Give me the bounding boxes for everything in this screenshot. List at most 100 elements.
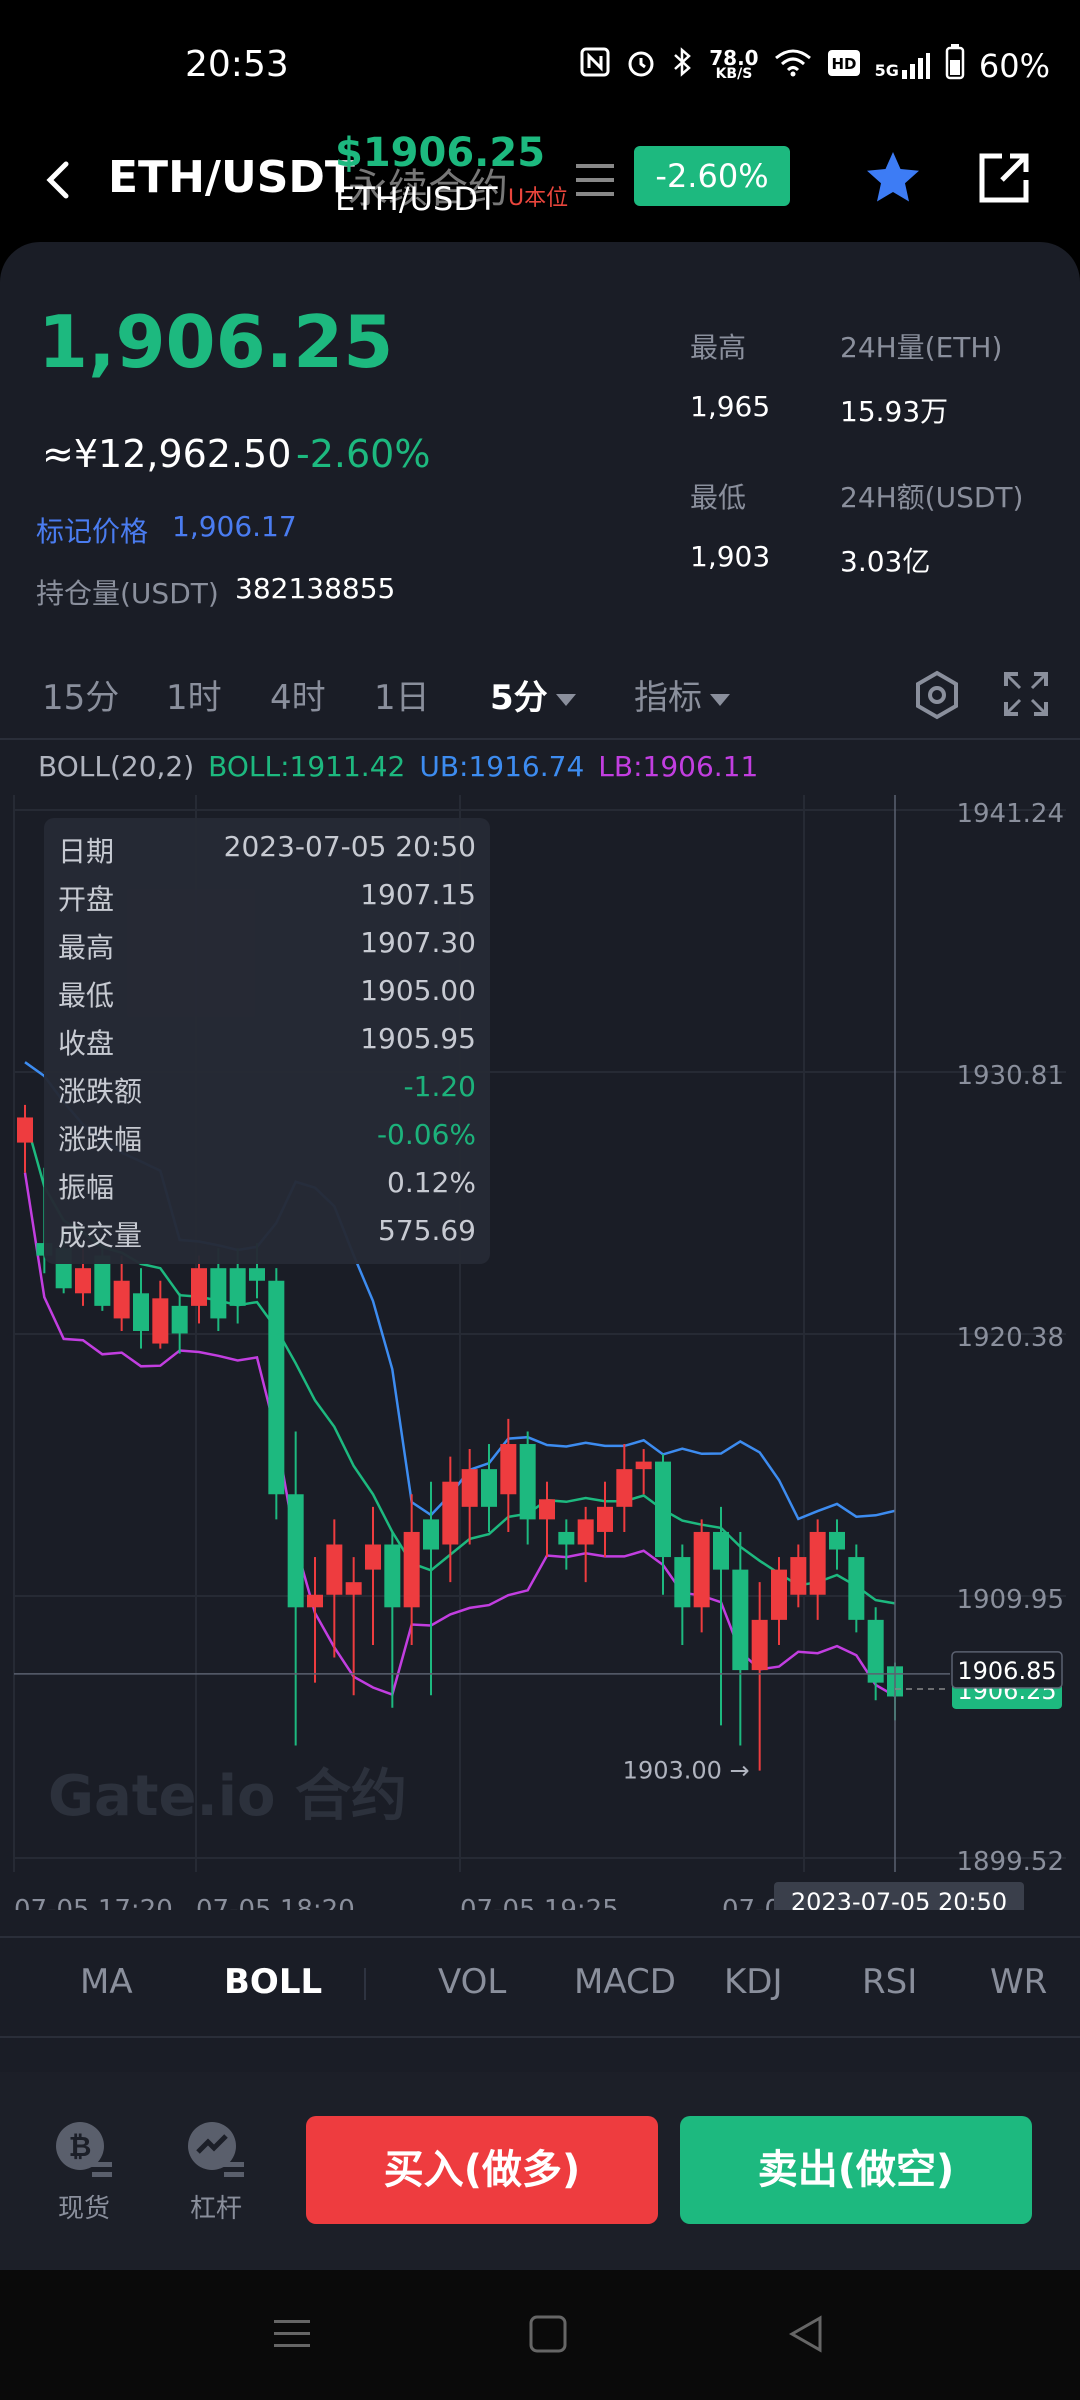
- divider: [0, 2036, 1080, 2038]
- candle: [461, 1449, 478, 1545]
- menu-nav-icon[interactable]: [272, 2314, 312, 2354]
- tooltip-row: 最低 1905.00: [58, 974, 476, 1014]
- chart-settings-icon[interactable]: [912, 670, 962, 720]
- candle-body: [577, 1519, 594, 1545]
- candle: [519, 1431, 536, 1545]
- battery-level: 60%: [978, 47, 1050, 85]
- candle: [133, 1268, 149, 1349]
- tab-separator: [364, 1968, 366, 2000]
- tooltip-row: 最高 1907.30: [58, 926, 476, 966]
- margin-shortcut[interactable]: 杠杆: [176, 2118, 256, 2225]
- candle: [655, 1454, 671, 1595]
- favorite-star-icon[interactable]: [862, 148, 924, 210]
- tooltip-label: 振幅: [58, 1171, 115, 1204]
- signal-icon: 5G: [875, 52, 931, 80]
- candle: [307, 1557, 323, 1683]
- amount-label: 24H额(USDT): [840, 481, 1024, 514]
- spot-shortcut[interactable]: ₿ 现货: [44, 2118, 124, 2225]
- boll-ub: UB:1916.74: [419, 750, 585, 783]
- candle: [384, 1531, 401, 1708]
- chevron-down-icon: [555, 693, 576, 706]
- tooltip-value: 1905.95: [360, 1022, 476, 1055]
- tab-5m-dropdown[interactable]: 5分: [490, 670, 576, 719]
- candle: [809, 1519, 826, 1620]
- tooltip-label: 涨跌幅: [58, 1123, 143, 1156]
- low-value: 1,903: [690, 540, 771, 573]
- boll-name: BOLL(20,2): [38, 750, 195, 783]
- candle-body: [152, 1298, 169, 1344]
- svg-text:HD: HD: [831, 55, 856, 73]
- candle: [287, 1431, 304, 1746]
- tooltip-label: 日期: [58, 835, 115, 868]
- tab-15m[interactable]: 15分: [42, 678, 120, 718]
- boll-mid: BOLL:1911.42: [208, 750, 406, 783]
- candle-body: [133, 1293, 149, 1331]
- candle-body: [751, 1619, 768, 1671]
- crosshair-time-tag: [774, 1882, 1024, 1910]
- candle: [693, 1519, 710, 1633]
- x-tick-label: 07-0: [722, 1895, 781, 1910]
- candle: [867, 1607, 884, 1701]
- sell-short-button[interactable]: 卖出(做空): [680, 2116, 1032, 2224]
- tooltip-label: 涨跌额: [58, 1075, 143, 1108]
- candle: [848, 1544, 865, 1633]
- candle: [732, 1531, 749, 1746]
- tab-vol[interactable]: VOL: [438, 1962, 507, 2002]
- tab-kdj[interactable]: KDJ: [724, 1962, 783, 2002]
- back-icon[interactable]: [30, 150, 90, 210]
- tab-1h[interactable]: 1时: [166, 678, 222, 718]
- candle: [616, 1444, 633, 1532]
- fullscreen-icon[interactable]: [1002, 670, 1050, 718]
- network-type: 5G: [874, 61, 899, 80]
- tab-macd[interactable]: MACD: [574, 1962, 676, 2002]
- tab-ma[interactable]: MA: [80, 1962, 133, 2002]
- tooltip-label: 收盘: [58, 1027, 115, 1060]
- buy-long-button[interactable]: 买入(做多): [306, 2116, 658, 2224]
- high-label: 最高: [690, 331, 747, 364]
- share-icon[interactable]: [974, 148, 1034, 208]
- candle: [442, 1456, 459, 1583]
- candle-body: [848, 1557, 865, 1620]
- candle-body: [403, 1531, 420, 1608]
- tooltip-row: 收盘 1905.95: [58, 1022, 476, 1062]
- tooltip-row: 成交量 575.69: [58, 1214, 476, 1254]
- tab-rsi[interactable]: RSI: [862, 1962, 918, 2002]
- nav-overlay-pair: ETH/USDT: [335, 180, 498, 218]
- candle-body: [229, 1268, 246, 1306]
- candle-body: [558, 1531, 575, 1545]
- crosshair-price-tag: [951, 1651, 1063, 1689]
- tab-wr[interactable]: WR: [990, 1962, 1048, 2002]
- y-tick-label: 1899.52: [956, 1847, 1064, 1877]
- chart-watermark: Gate.io 合约: [48, 1764, 407, 1829]
- tab-1d[interactable]: 1日: [374, 678, 430, 718]
- candle-body: [326, 1544, 343, 1595]
- nav-pair[interactable]: ETH/USDT: [108, 152, 355, 203]
- indicator-dropdown[interactable]: 指标: [634, 670, 730, 719]
- tab-4h[interactable]: 4时: [270, 678, 326, 718]
- home-nav-icon[interactable]: [528, 2314, 568, 2354]
- indicator-dropdown-label: 指标: [634, 678, 702, 718]
- tab-boll[interactable]: BOLL: [224, 1962, 323, 2002]
- candle-body: [829, 1531, 845, 1550]
- wifi-icon: [773, 46, 813, 86]
- nav-change-badge: -2.60%: [634, 146, 790, 206]
- candle-body: [442, 1481, 459, 1545]
- candle: [268, 1268, 285, 1520]
- candle: [829, 1519, 845, 1570]
- candle: [191, 1255, 207, 1324]
- menu-icon[interactable]: [574, 160, 618, 200]
- divider: [0, 738, 1080, 740]
- candle-body: [365, 1544, 381, 1570]
- low-label: 最低: [690, 481, 747, 514]
- tooltip-value: 2023-07-05 20:50: [223, 830, 476, 863]
- timeframe-bar: 15分 1时 4时 1日 5分 指标: [0, 660, 1080, 732]
- y-tick-label: 1909.95: [956, 1585, 1064, 1615]
- last-price: 1,906.25: [38, 300, 394, 384]
- bitcoin-icon: ₿: [56, 2122, 112, 2177]
- candle-body: [17, 1117, 33, 1143]
- back-nav-icon[interactable]: [786, 2314, 826, 2354]
- crosshair-price-text: 1906.85: [957, 1657, 1056, 1685]
- battery-icon: [945, 44, 965, 88]
